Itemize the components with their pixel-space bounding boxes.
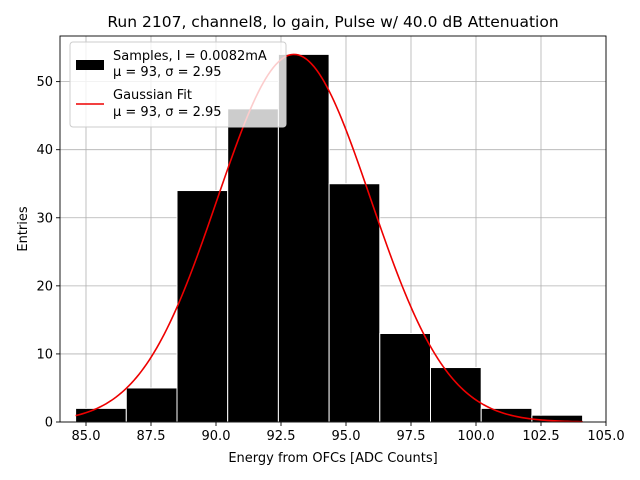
legend-fit-label: Gaussian Fit xyxy=(113,88,192,103)
histogram-bars xyxy=(75,53,584,423)
x-tick-label: 90.0 xyxy=(202,429,231,444)
y-axis-label: Entries xyxy=(16,206,31,252)
legend-fit-stats: μ = 93, σ = 2.95 xyxy=(113,105,222,120)
histogram-bar xyxy=(430,367,482,423)
x-tick-label: 100.0 xyxy=(457,429,494,444)
y-axis-ticks: 0 10 20 30 40 50 xyxy=(36,75,60,431)
y-tick-label: 0 xyxy=(45,416,53,431)
legend-samples-stats: μ = 93, σ = 2.95 xyxy=(113,65,222,80)
y-tick-label: 40 xyxy=(36,143,53,158)
legend-samples-label: Samples, I = 0.0082mA xyxy=(113,49,267,64)
x-axis-ticks: 85.0 87.5 90.0 92.5 95.0 97.5 100.0 102.5 105.0 xyxy=(72,422,625,444)
histogram-bar xyxy=(125,387,178,423)
x-axis-label: Energy from OFCs [ADC Counts] xyxy=(228,451,437,466)
histogram-bar xyxy=(328,183,381,423)
x-tick-label: 95.0 xyxy=(332,429,361,444)
histogram-bar xyxy=(480,407,533,423)
legend: Samples, I = 0.0082mA μ = 93, σ = 2.95 G… xyxy=(69,41,287,128)
histogram-bar xyxy=(176,190,229,423)
y-tick-label: 50 xyxy=(36,75,53,90)
x-tick-label: 97.5 xyxy=(397,429,426,444)
gaussian-fit-layer xyxy=(75,53,583,423)
histogram-bar xyxy=(277,53,330,423)
x-tick-label: 102.5 xyxy=(522,429,559,444)
chart-title: Run 2107, channel8, lo gain, Pulse w/ 40… xyxy=(107,13,558,31)
y-tick-label: 30 xyxy=(36,211,53,226)
x-tick-label: 87.5 xyxy=(137,429,166,444)
histogram-bar xyxy=(75,407,127,423)
histogram-bar xyxy=(227,108,279,423)
plot-frame xyxy=(59,35,607,423)
y-tick-label: 20 xyxy=(36,279,53,294)
legend-samples-swatch xyxy=(76,60,104,70)
gaussian-fit-curve xyxy=(75,53,583,423)
legend-frame xyxy=(69,41,287,128)
x-tick-label: 105.0 xyxy=(587,429,624,444)
x-tick-label: 85.0 xyxy=(72,429,101,444)
x-tick-label: 92.5 xyxy=(267,429,296,444)
y-tick-label: 10 xyxy=(36,347,53,362)
histogram-bar xyxy=(379,332,431,423)
